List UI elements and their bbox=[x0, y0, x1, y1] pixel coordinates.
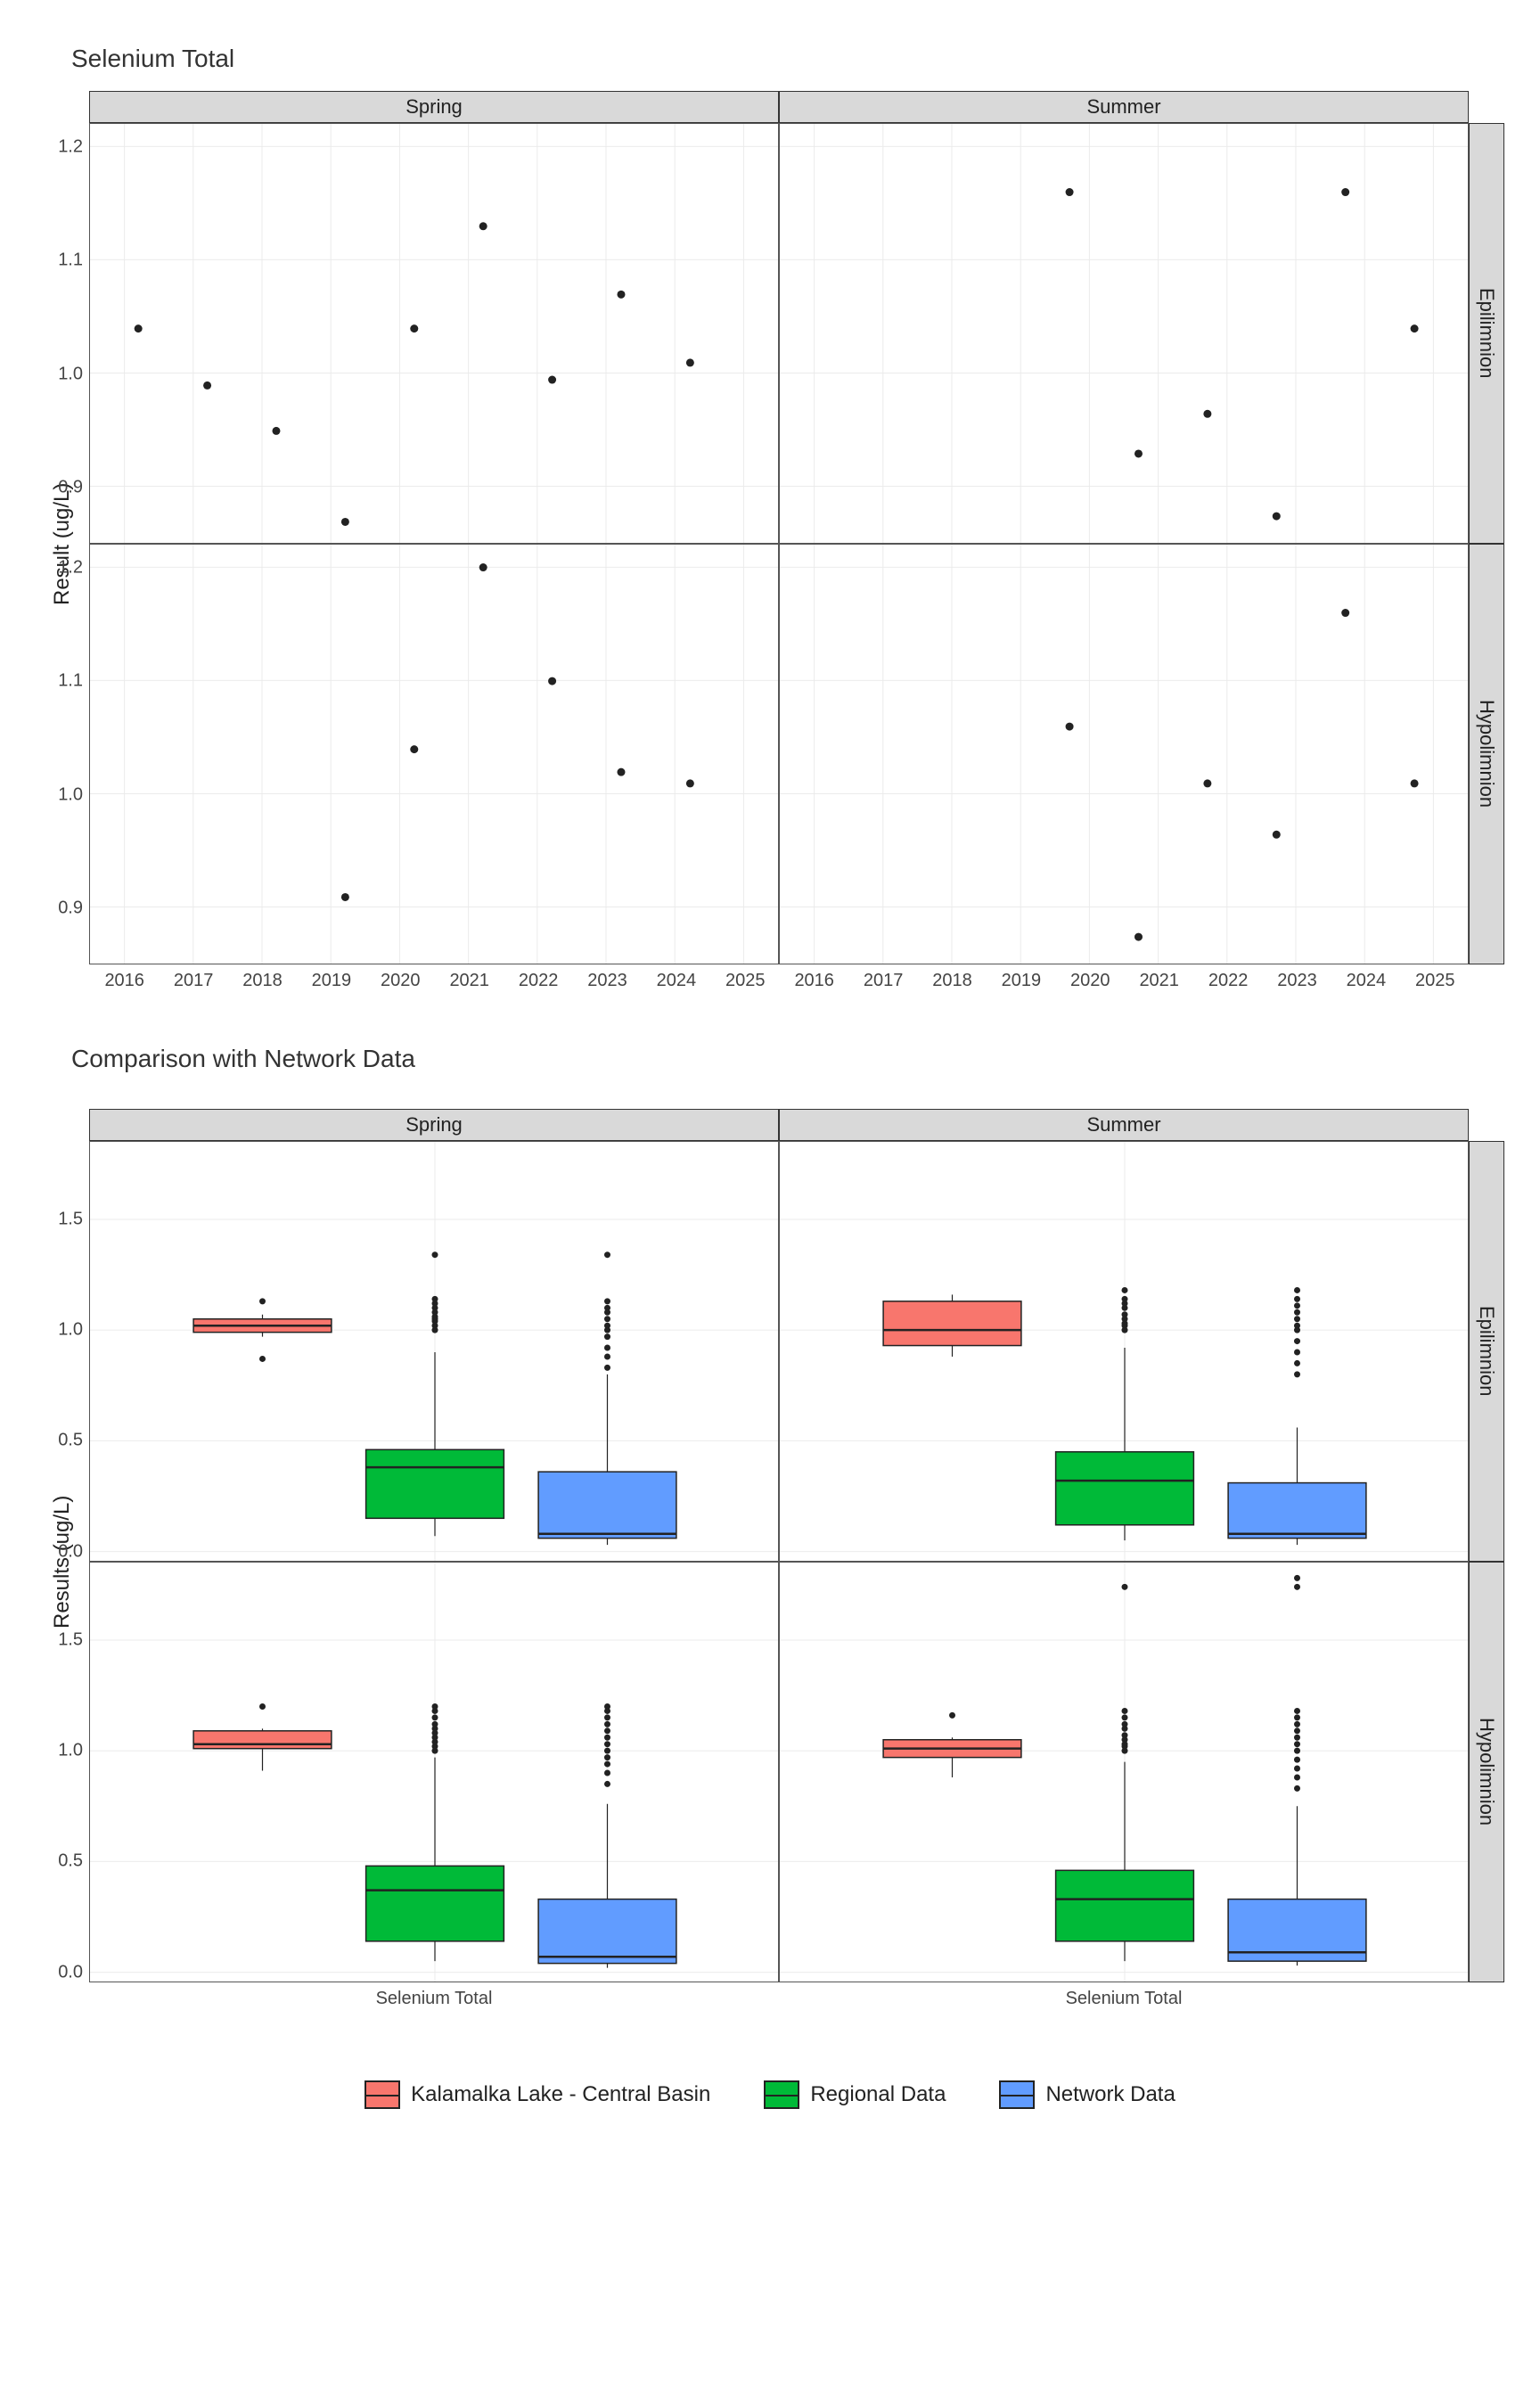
scatter-panel-summer-epi bbox=[779, 123, 1469, 544]
legend-label: Regional Data bbox=[810, 2082, 946, 2107]
scatter-row-strip-hypo: Hypolimnion bbox=[1469, 544, 1504, 964]
legend-item-regional: Regional Data bbox=[764, 2080, 946, 2109]
scatter-col-strip-spring: Spring bbox=[89, 91, 779, 123]
box-chart-title: Comparison with Network Data bbox=[71, 1045, 1504, 1073]
box-col-strip-spring: Spring bbox=[89, 1109, 779, 1141]
box-col-strip-summer: Summer bbox=[779, 1109, 1469, 1141]
legend-item-kalamalka: Kalamalka Lake - Central Basin bbox=[365, 2080, 710, 2109]
scatter-chart-title: Selenium Total bbox=[71, 45, 1504, 73]
scatter-row-strip-epi: Epilimnion bbox=[1469, 123, 1504, 544]
scatter-panel-spring-epi: 0.91.01.11.2 bbox=[89, 123, 779, 544]
legend-swatch bbox=[365, 2080, 400, 2109]
box-row-strip-epi: Epilimnion bbox=[1469, 1141, 1504, 1562]
scatter-panel-spring-hypo: 0.91.01.11.22016201720182019202020212022… bbox=[89, 544, 779, 964]
box-panel-summer-epi bbox=[779, 1141, 1469, 1562]
legend: Kalamalka Lake - Central Basin Regional … bbox=[36, 2080, 1504, 2109]
box-facet-grid: Spring Summer Results (ug/L) 0.00.51.01.… bbox=[36, 1109, 1504, 2018]
scatter-facet-grid: Spring Summer Result (ug/L) 0.91.01.11.2… bbox=[36, 91, 1504, 1000]
legend-label: Kalamalka Lake - Central Basin bbox=[411, 2082, 710, 2107]
legend-label: Network Data bbox=[1045, 2082, 1175, 2107]
legend-swatch bbox=[764, 2080, 799, 2109]
box-panel-spring-hypo: 0.00.51.01.5Selenium Total bbox=[89, 1562, 779, 1982]
box-panel-summer-hypo: Selenium Total bbox=[779, 1562, 1469, 1982]
scatter-col-strip-summer: Summer bbox=[779, 91, 1469, 123]
box-row-strip-hypo: Hypolimnion bbox=[1469, 1562, 1504, 1982]
legend-swatch bbox=[999, 2080, 1035, 2109]
legend-item-network: Network Data bbox=[999, 2080, 1175, 2109]
scatter-panel-summer-hypo: 2016201720182019202020212022202320242025 bbox=[779, 544, 1469, 964]
box-panel-spring-epi: 0.00.51.01.5 bbox=[89, 1141, 779, 1562]
